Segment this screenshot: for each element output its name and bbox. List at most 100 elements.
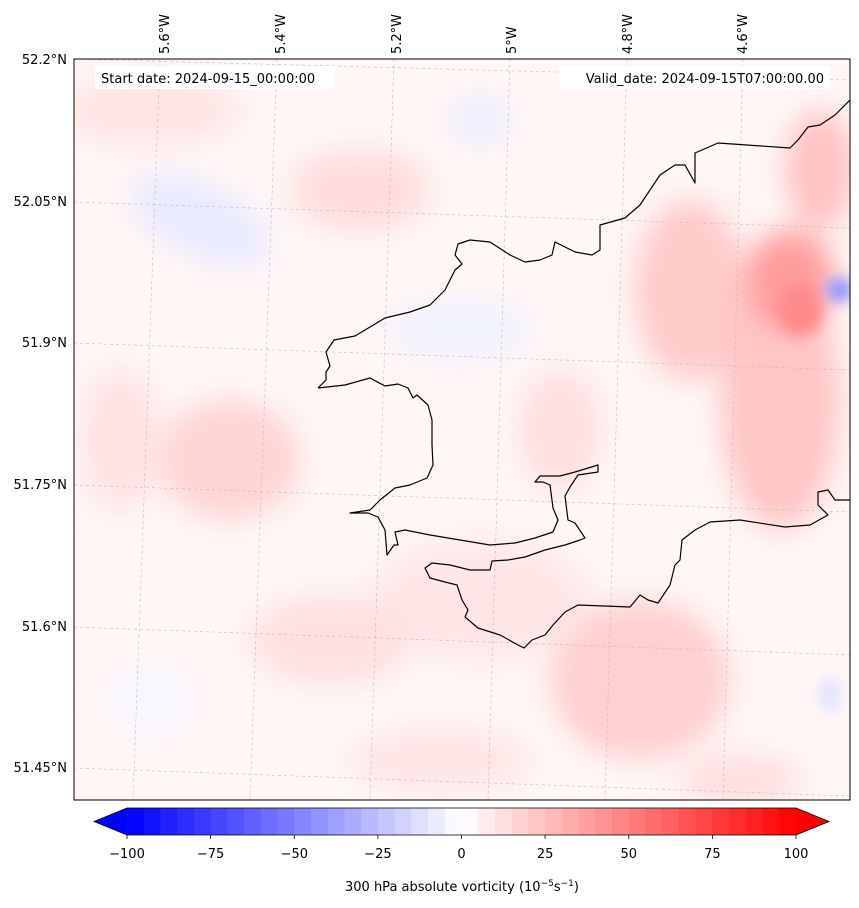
colorbar-tick-label: 100 <box>784 847 809 862</box>
vorticity-patch <box>820 677 840 713</box>
lon-label: 5.4°W <box>274 14 289 54</box>
coastline-north-wales <box>317 99 850 389</box>
colorbar-segment <box>494 808 513 835</box>
colorbar-tick-label: −75 <box>197 847 224 862</box>
valid-date-text: Valid_date: 2024-09-15T07:00:00.00 <box>586 72 824 87</box>
vorticity-patch <box>290 150 430 230</box>
colorbar-segment <box>244 808 262 835</box>
colorbar-segment <box>595 808 613 835</box>
colorbar-segment <box>227 808 245 835</box>
colorbar-tick-label: −50 <box>281 847 308 862</box>
colorbar-segment <box>628 808 646 835</box>
coastline <box>317 99 850 649</box>
colorbar-segment <box>511 808 529 835</box>
vorticity-patch <box>160 400 300 520</box>
colorbar-segment <box>461 808 479 835</box>
colorbar-segment <box>662 808 680 835</box>
colorbar-segment <box>193 808 212 835</box>
start-date-text: Start date: 2024-09-15_00:00:00 <box>101 72 315 87</box>
colorbar-segment <box>127 808 145 835</box>
colorbar-segment <box>294 808 312 835</box>
colorbar-extend-max <box>796 808 829 835</box>
colorbar-ticks <box>126 835 797 839</box>
start-date-box <box>95 66 335 89</box>
colorbar-segment <box>344 808 362 835</box>
colorbar-segment <box>277 808 295 835</box>
colorbar-segment <box>561 808 579 835</box>
lon-label: 4.8°W <box>621 14 636 54</box>
vorticity-patch <box>550 600 730 760</box>
vorticity-patch <box>110 665 190 735</box>
vorticity-patch <box>785 110 850 230</box>
vorticity-field <box>74 75 850 800</box>
colorbar-tick-label: 0 <box>457 847 465 862</box>
colorbar-segment <box>712 808 730 835</box>
colorbar-segment <box>327 808 345 835</box>
vorticity-patch <box>80 370 160 510</box>
colorbar-tick-label: −25 <box>364 847 391 862</box>
colorbar-tick-label: 25 <box>537 847 554 862</box>
colorbar-tick-label: −100 <box>109 847 145 862</box>
colorbar-segment <box>478 808 496 835</box>
colorbar-segment <box>260 808 278 835</box>
vorticity-patch <box>635 200 745 380</box>
colorbar-label: 300 hPa absolute vorticity (10−5s−1) <box>345 879 579 895</box>
vorticity-patch <box>450 95 510 145</box>
colorbar-segment <box>729 808 747 835</box>
colorbar-tick-label: 50 <box>621 847 638 862</box>
colorbar-segment <box>210 808 228 835</box>
vorticity-patch <box>370 540 590 660</box>
vorticity-patch <box>390 300 530 360</box>
colorbar-segment <box>361 808 379 835</box>
colorbar-segment <box>177 808 195 835</box>
vorticity-patch <box>520 370 600 490</box>
colorbar-tick-label: 75 <box>704 847 721 862</box>
colorbar-tick-labels: −100 −75 −50 −25 0 25 50 75 100 <box>109 847 808 862</box>
colorbar-segment <box>160 808 178 835</box>
colorbar-segment <box>612 808 630 835</box>
lon-label: 5.6°W <box>158 14 173 54</box>
vorticity-patch <box>720 270 840 530</box>
lat-label: 51.6°N <box>22 620 67 635</box>
colorbar-segment <box>678 808 697 835</box>
colorbar-segment <box>762 808 780 835</box>
coastline-bristol-channel-north <box>317 377 850 649</box>
colorbar-segment <box>745 808 763 835</box>
lat-label: 51.9°N <box>22 336 67 351</box>
colorbar-extend-min <box>94 808 127 835</box>
vorticity-patch <box>250 595 410 685</box>
colorbar-segment <box>645 808 663 835</box>
colorbar-segments <box>94 808 829 835</box>
vorticity-patch <box>778 284 822 336</box>
map-area: Start date: 2024-09-15_00:00:00 Valid_da… <box>74 59 850 800</box>
latitude-labels: 52.2°N 52.05°N 51.9°N 51.75°N 51.6°N 51.… <box>14 53 67 776</box>
lat-label: 52.05°N <box>14 195 67 210</box>
colorbar-segment <box>779 808 797 835</box>
colorbar-segment <box>428 808 446 835</box>
colorbar-segment <box>310 808 329 835</box>
colorbar-segment <box>528 808 546 835</box>
lat-label: 52.2°N <box>22 53 67 68</box>
colorbar-segment <box>695 808 713 835</box>
colorbar-segment <box>411 808 429 835</box>
colorbar-segment <box>394 808 412 835</box>
vorticity-patch <box>74 75 240 145</box>
valid-date-box <box>560 66 830 89</box>
colorbar-segment <box>578 808 596 835</box>
lat-label: 51.45°N <box>14 761 67 776</box>
vorticity-patch <box>350 730 530 790</box>
colorbar-segment <box>444 808 462 835</box>
vorticity-patch <box>130 175 270 265</box>
colorbar-segment <box>545 808 563 835</box>
vorticity-patch <box>680 755 800 800</box>
lat-label: 51.75°N <box>14 478 67 493</box>
map-frame <box>73 58 851 801</box>
lon-label: 5°W <box>505 26 520 54</box>
vorticity-patch <box>826 278 850 302</box>
colorbar-segment <box>143 808 161 835</box>
longitude-labels: 5.6°W 5.4°W 5.2°W 5°W 4.8°W 4.6°W <box>158 14 751 54</box>
lon-label: 5.2°W <box>390 14 405 54</box>
colorbar: −100 −75 −50 −25 0 25 50 75 100 300 hPa … <box>92 807 831 895</box>
colorbar-segment <box>377 808 396 835</box>
